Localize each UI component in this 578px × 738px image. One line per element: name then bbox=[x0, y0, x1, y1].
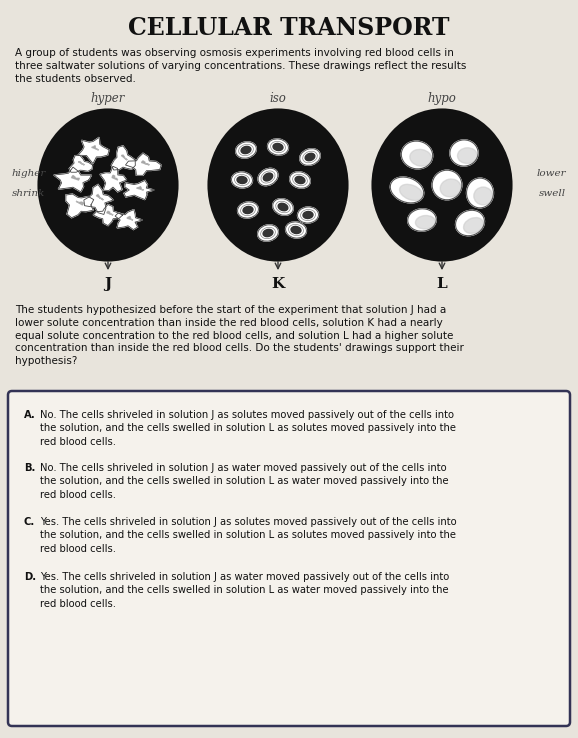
Text: iso: iso bbox=[269, 92, 287, 105]
Text: No. The cells shriveled in solution J as water moved passively out of the cells : No. The cells shriveled in solution J as… bbox=[40, 463, 449, 500]
Ellipse shape bbox=[295, 176, 305, 184]
Ellipse shape bbox=[399, 184, 423, 201]
Text: A group of students was observing osmosis experiments involving red blood cells : A group of students was observing osmosi… bbox=[15, 48, 466, 83]
Text: C.: C. bbox=[24, 517, 35, 527]
Ellipse shape bbox=[273, 143, 283, 151]
FancyBboxPatch shape bbox=[8, 391, 570, 726]
Polygon shape bbox=[84, 184, 113, 215]
Polygon shape bbox=[78, 162, 84, 165]
Ellipse shape bbox=[458, 148, 477, 164]
Ellipse shape bbox=[416, 215, 435, 229]
Ellipse shape bbox=[390, 177, 424, 203]
Polygon shape bbox=[93, 204, 123, 226]
Text: CELLULAR TRANSPORT: CELLULAR TRANSPORT bbox=[128, 16, 450, 40]
Polygon shape bbox=[112, 175, 118, 180]
Polygon shape bbox=[97, 195, 103, 200]
Ellipse shape bbox=[44, 115, 172, 255]
Text: higher: higher bbox=[12, 168, 46, 178]
Ellipse shape bbox=[273, 199, 293, 215]
Polygon shape bbox=[125, 154, 161, 176]
Ellipse shape bbox=[263, 230, 273, 237]
Text: L: L bbox=[436, 277, 447, 291]
Ellipse shape bbox=[432, 170, 462, 200]
Ellipse shape bbox=[237, 176, 247, 184]
Ellipse shape bbox=[286, 222, 306, 238]
Polygon shape bbox=[100, 166, 127, 192]
Polygon shape bbox=[76, 201, 83, 205]
Ellipse shape bbox=[300, 148, 320, 165]
Ellipse shape bbox=[298, 207, 318, 223]
Text: hyper: hyper bbox=[91, 92, 125, 105]
Ellipse shape bbox=[410, 149, 432, 166]
Text: Yes. The cells shriveled in solution J as solutes moved passively out of the cel: Yes. The cells shriveled in solution J a… bbox=[40, 517, 457, 554]
Ellipse shape bbox=[236, 142, 257, 158]
Ellipse shape bbox=[291, 227, 301, 233]
Polygon shape bbox=[127, 216, 133, 220]
Polygon shape bbox=[124, 181, 154, 199]
Text: swell: swell bbox=[539, 188, 566, 198]
Ellipse shape bbox=[466, 178, 494, 208]
Ellipse shape bbox=[232, 172, 253, 188]
Polygon shape bbox=[92, 145, 99, 150]
Ellipse shape bbox=[290, 172, 310, 188]
Ellipse shape bbox=[401, 141, 433, 169]
Text: J: J bbox=[105, 277, 112, 291]
Text: A.: A. bbox=[24, 410, 36, 420]
Ellipse shape bbox=[238, 202, 258, 218]
Ellipse shape bbox=[241, 146, 251, 154]
Ellipse shape bbox=[214, 115, 342, 255]
Ellipse shape bbox=[268, 139, 288, 155]
Polygon shape bbox=[115, 210, 142, 230]
Ellipse shape bbox=[407, 209, 436, 231]
Ellipse shape bbox=[243, 207, 253, 213]
Polygon shape bbox=[142, 161, 149, 165]
Ellipse shape bbox=[264, 173, 273, 181]
Ellipse shape bbox=[303, 212, 313, 218]
Ellipse shape bbox=[474, 187, 492, 205]
Text: shrink: shrink bbox=[12, 188, 45, 198]
Polygon shape bbox=[112, 146, 135, 170]
Text: The students hypothesized before the start of the experiment that solution J had: The students hypothesized before the sta… bbox=[15, 305, 464, 366]
Polygon shape bbox=[121, 155, 127, 160]
Text: lower: lower bbox=[536, 168, 566, 178]
Text: B.: B. bbox=[24, 463, 35, 473]
Ellipse shape bbox=[455, 210, 484, 235]
Polygon shape bbox=[136, 187, 143, 190]
Text: K: K bbox=[272, 277, 284, 291]
Polygon shape bbox=[107, 211, 113, 215]
Polygon shape bbox=[69, 156, 92, 172]
Polygon shape bbox=[66, 194, 94, 218]
Ellipse shape bbox=[378, 115, 506, 255]
Text: hypo: hypo bbox=[428, 92, 457, 105]
Ellipse shape bbox=[464, 218, 484, 233]
Polygon shape bbox=[72, 176, 80, 180]
Ellipse shape bbox=[305, 154, 315, 161]
Ellipse shape bbox=[450, 140, 478, 166]
Polygon shape bbox=[78, 137, 109, 164]
Text: D.: D. bbox=[24, 572, 36, 582]
Text: No. The cells shriveled in solution J as solutes moved passively out of the cell: No. The cells shriveled in solution J as… bbox=[40, 410, 456, 446]
Ellipse shape bbox=[440, 179, 461, 197]
Text: Yes. The cells shriveled in solution J as water moved passively out of the cells: Yes. The cells shriveled in solution J a… bbox=[40, 572, 449, 609]
Ellipse shape bbox=[278, 203, 288, 211]
Ellipse shape bbox=[258, 168, 278, 186]
Ellipse shape bbox=[258, 225, 279, 241]
Polygon shape bbox=[54, 167, 91, 192]
